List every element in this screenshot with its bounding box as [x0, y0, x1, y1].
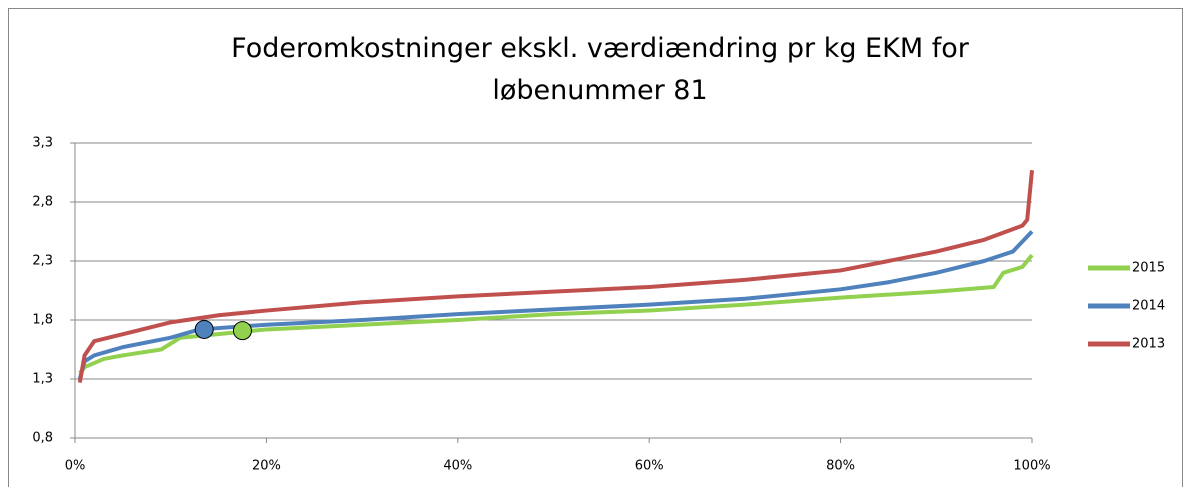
legend-label: 2014 — [1132, 299, 1165, 314]
legend-label: 2015 — [1132, 261, 1165, 276]
y-tick-label: 1,8 — [32, 313, 53, 328]
x-tick-label: 80% — [826, 459, 855, 474]
series-line — [77, 230, 1034, 380]
chart-border — [8, 8, 1183, 487]
y-tick-label: 3,3 — [32, 136, 53, 151]
x-tick-label: 100% — [1013, 459, 1050, 474]
y-tick-label: 1,3 — [32, 372, 53, 387]
chart-title: Foderomkostninger ekskl. værdiændring pr… — [231, 33, 969, 106]
highlight-marker — [232, 321, 252, 341]
legend-label: 2013 — [1132, 337, 1165, 352]
x-tick-label: 60% — [635, 459, 664, 474]
x-tick-label: 20% — [252, 459, 281, 474]
y-tick-label: 0,8 — [32, 431, 53, 446]
highlight-marker — [194, 319, 214, 339]
x-tick-label: 0% — [65, 459, 86, 474]
series-line — [77, 169, 1034, 383]
x-tick-label: 40% — [443, 459, 472, 474]
y-tick-label: 2,3 — [32, 254, 53, 269]
y-tick-label: 2,8 — [32, 195, 53, 210]
series-line — [78, 253, 1034, 375]
